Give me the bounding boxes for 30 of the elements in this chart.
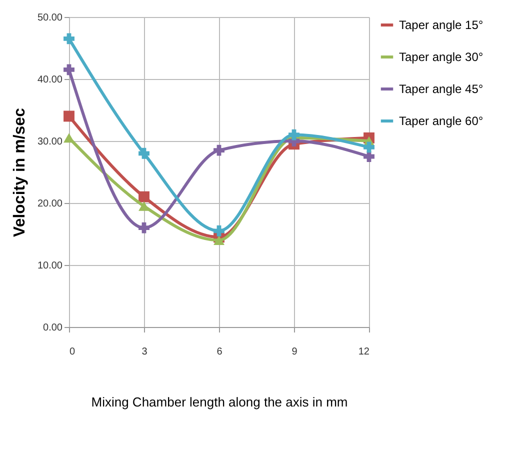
point (214, 144, 224, 156)
point (288, 129, 300, 140)
legend-label: Taper angle 60° (399, 114, 484, 128)
legend-label: Taper angle 30° (399, 50, 484, 64)
point (364, 142, 374, 153)
point (138, 222, 150, 234)
point (138, 201, 150, 211)
y-tick-label: 50.00 (37, 12, 63, 24)
point (64, 110, 74, 122)
y-tick-label: 10.00 (37, 260, 63, 272)
x-tick-label: 6 (216, 346, 223, 358)
point (214, 235, 224, 245)
legend-label: Taper angle 15° (399, 18, 484, 32)
point (64, 133, 74, 143)
x-tick-label: 0 (70, 346, 76, 358)
y-tick-label: 20.00 (37, 198, 63, 210)
x-tick-label: 12 (358, 346, 370, 358)
x-axis-title: Mixing Chamber length along the axis in mm (91, 394, 348, 410)
y-tick-label: 0.00 (43, 322, 63, 334)
point (138, 148, 150, 159)
point (64, 64, 74, 76)
point (138, 191, 150, 202)
x-tick-label: 9 (292, 346, 298, 358)
y-axis-title: Velocity in m/sec (11, 108, 28, 237)
point (214, 225, 224, 236)
y-tick-label: 40.00 (37, 74, 63, 86)
y-tick-label: 30.00 (37, 136, 63, 148)
legend-label: Taper angle 45° (399, 82, 484, 96)
point (64, 33, 74, 44)
x-tick-label: 3 (142, 346, 148, 358)
